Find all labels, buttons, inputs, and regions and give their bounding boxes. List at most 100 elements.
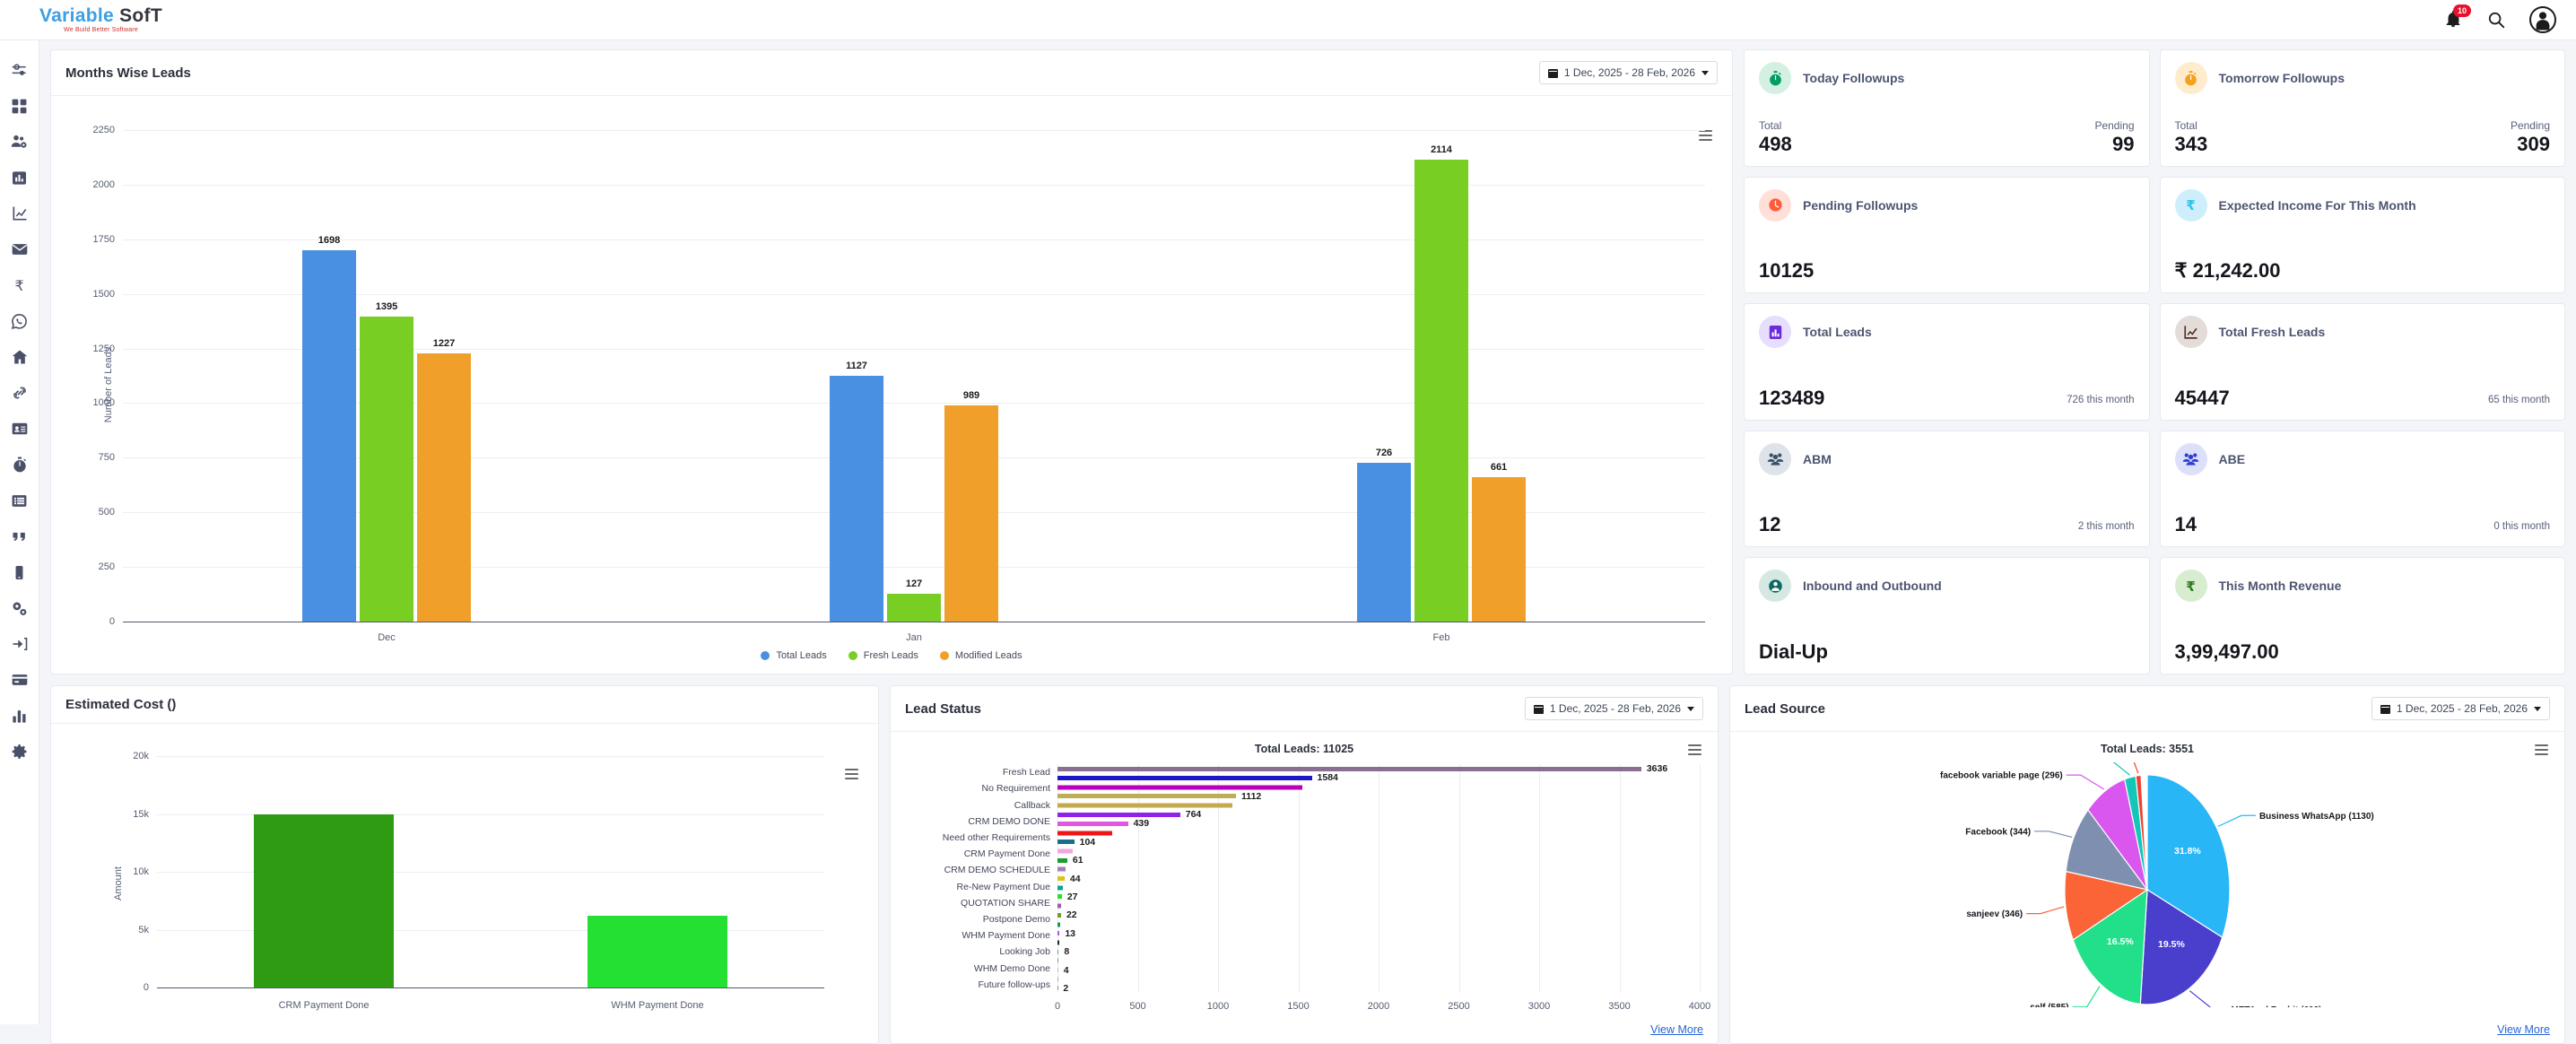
kpi-icon-wrap <box>1759 443 1791 475</box>
sidebar-item-sliders[interactable] <box>10 60 30 80</box>
svg-text:₹: ₹ <box>14 277 23 294</box>
sidebar-item-login[interactable] <box>10 634 30 654</box>
months-x-tick: Jan <box>906 632 922 643</box>
legend-item[interactable]: Total Leads <box>761 650 826 661</box>
months-date-range-picker[interactable]: 1 Dec, 2025 - 28 Feb, 2026 <box>1539 61 1718 84</box>
status-bar-row <box>1057 904 1700 909</box>
sidebar-item-dashboard[interactable] <box>10 96 30 116</box>
months-bar[interactable]: 127 <box>887 594 941 622</box>
status-bar[interactable] <box>1057 922 1060 927</box>
status-bar[interactable] <box>1057 940 1059 944</box>
notification-badge: 10 <box>2453 4 2471 17</box>
status-bar[interactable] <box>1057 931 1059 935</box>
sidebar-item-user-management[interactable] <box>10 132 30 152</box>
kpi-card-expected-income-for-this-month[interactable]: ₹Expected Income For This Month₹ 21,242.… <box>2160 177 2566 294</box>
kpi-icon-wrap <box>1759 62 1791 94</box>
sidebar-item-analytics[interactable] <box>10 204 30 223</box>
sidebar-item-whatsapp[interactable] <box>10 311 30 331</box>
legend-color-dot <box>940 651 949 660</box>
kpi-main-value: Dial-Up <box>1759 641 1828 662</box>
status-bar[interactable] <box>1057 822 1128 826</box>
status-bar[interactable] <box>1057 848 1073 853</box>
quote-icon <box>11 527 29 545</box>
sidebar-item-links[interactable] <box>10 383 30 403</box>
notification-bell-button[interactable]: 10 <box>2443 9 2463 30</box>
legend-item[interactable]: Fresh Leads <box>849 650 918 661</box>
months-y-tick: 1250 <box>93 344 115 354</box>
status-chart-menu-button[interactable] <box>1688 744 1701 755</box>
status-bar[interactable] <box>1057 776 1312 780</box>
months-bar[interactable]: 2114 <box>1414 160 1468 622</box>
status-view-more-link[interactable]: View More <box>1650 1023 1703 1036</box>
months-bar[interactable]: 661 <box>1472 477 1526 622</box>
months-bar[interactable]: 726 <box>1357 463 1411 622</box>
sidebar-item-reports[interactable] <box>10 168 30 187</box>
home-icon <box>11 348 29 366</box>
sidebar-item-followups[interactable] <box>10 455 30 474</box>
status-bar-row <box>1057 940 1700 944</box>
sidebar-item-mobile[interactable] <box>10 562 30 582</box>
sidebar-item-settings-gears[interactable] <box>10 598 30 618</box>
status-bar[interactable] <box>1057 913 1061 918</box>
sidebar-item-lists[interactable] <box>10 491 30 510</box>
dashboard-content: Months Wise Leads 1 Dec, 2025 - 28 Feb, … <box>39 40 2576 1024</box>
status-bar[interactable] <box>1057 977 1058 981</box>
status-bar[interactable] <box>1057 794 1236 798</box>
status-bar[interactable] <box>1057 876 1065 881</box>
months-bar[interactable]: 1127 <box>830 376 883 622</box>
app-logo[interactable]: Variable SofT We Build Better Software <box>39 6 162 33</box>
cost-bar[interactable] <box>254 814 394 987</box>
status-bar[interactable] <box>1057 858 1067 863</box>
status-bar[interactable] <box>1057 885 1063 890</box>
status-bar[interactable] <box>1057 894 1062 899</box>
status-bar[interactable] <box>1057 803 1232 807</box>
status-bar[interactable] <box>1057 968 1058 972</box>
status-bar[interactable] <box>1057 831 1112 835</box>
months-bar[interactable]: 989 <box>944 405 998 622</box>
cost-y-tick: 20k <box>133 751 149 761</box>
sidebar-item-settings[interactable] <box>10 742 30 761</box>
status-bar[interactable] <box>1057 813 1180 817</box>
status-bar[interactable] <box>1057 950 1058 954</box>
status-bar[interactable] <box>1057 840 1075 844</box>
status-date-range-picker[interactable]: 1 Dec, 2025 - 28 Feb, 2026 <box>1525 697 1703 720</box>
source-date-range-picker[interactable]: 1 Dec, 2025 - 28 Feb, 2026 <box>2371 697 2550 720</box>
sidebar-item-contacts[interactable] <box>10 419 30 439</box>
months-bar[interactable]: 1227 <box>417 353 471 622</box>
sidebar-item-payments[interactable]: ₹ <box>10 275 30 295</box>
months-bar[interactable]: 1698 <box>302 250 356 622</box>
cost-card-header: Estimated Cost () <box>51 686 878 724</box>
source-view-more-link[interactable]: View More <box>2497 1023 2550 1036</box>
status-bar[interactable] <box>1057 785 1302 789</box>
envelope-icon <box>11 240 29 258</box>
kpi-values: 3,99,497.00 <box>2175 641 2551 662</box>
status-bar[interactable] <box>1057 767 1641 771</box>
status-bar[interactable] <box>1057 867 1066 872</box>
status-bar[interactable] <box>1057 904 1061 909</box>
cost-bar[interactable] <box>587 916 727 987</box>
legend-item[interactable]: Modified Leads <box>940 650 1023 661</box>
cost-chart-menu-button[interactable] <box>845 769 858 779</box>
sidebar-item-home[interactable] <box>10 347 30 367</box>
sidebar-item-email[interactable] <box>10 239 30 259</box>
search-button[interactable] <box>2486 10 2506 30</box>
user-avatar-button[interactable] <box>2529 6 2556 33</box>
sidebar-item-billing[interactable] <box>10 670 30 690</box>
sidebar-item-quotations[interactable] <box>10 526 30 546</box>
grid-apps-icon <box>11 98 28 115</box>
sidebar-item-statistics[interactable] <box>10 706 30 726</box>
status-bar[interactable] <box>1057 959 1058 963</box>
source-chart-menu-button[interactable] <box>2535 744 2548 755</box>
pie-leader-line <box>2026 907 2064 914</box>
months-bar[interactable]: 1395 <box>360 317 413 622</box>
kpi-sub-value: 0 this month <box>2493 521 2550 535</box>
